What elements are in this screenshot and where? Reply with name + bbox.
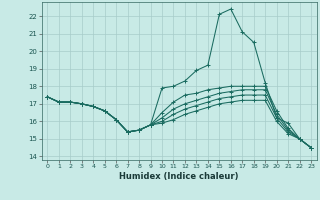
X-axis label: Humidex (Indice chaleur): Humidex (Indice chaleur) xyxy=(119,172,239,181)
